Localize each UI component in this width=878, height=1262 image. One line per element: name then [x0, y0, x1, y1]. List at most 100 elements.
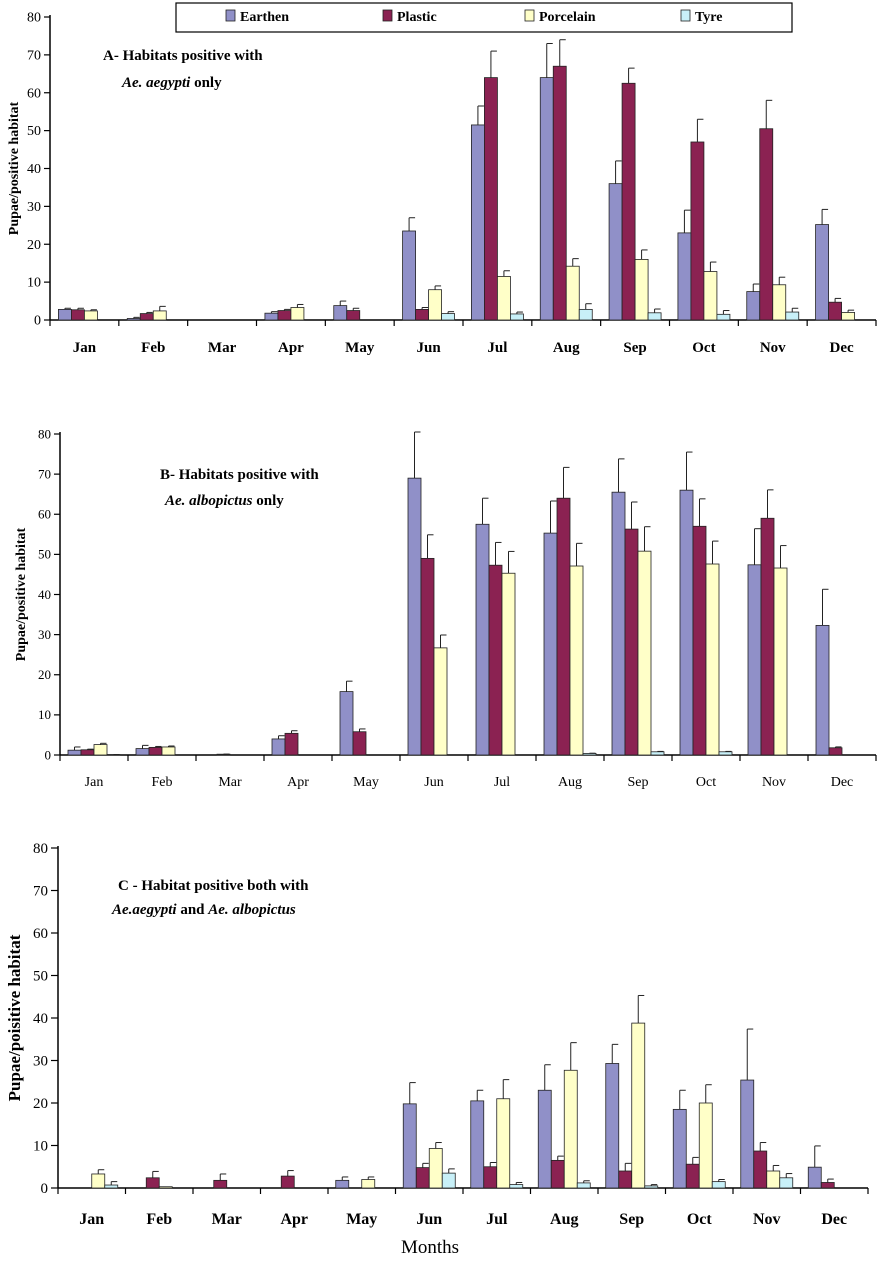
bar-plastic: [692, 525, 707, 756]
bar-plastic: [145, 1177, 160, 1189]
legend-swatch-tyre: [680, 9, 691, 22]
x-tick-label: Mar: [212, 1211, 242, 1228]
bar-plastic: [484, 77, 498, 321]
y-tick-label: 40: [27, 162, 41, 177]
legend-swatch-porcelain: [524, 9, 535, 22]
bar-plastic: [213, 1179, 228, 1189]
bar-earthen: [746, 291, 761, 321]
x-tick-label: Apr: [278, 340, 304, 356]
bar-porcelain: [91, 1173, 106, 1189]
y-tick-label: 70: [27, 48, 41, 63]
bar-earthen: [126, 318, 141, 321]
y-tick-label: 20: [33, 1096, 48, 1112]
x-tick-label: Apr: [287, 775, 309, 790]
bar-earthen: [543, 532, 558, 756]
bar-plastic: [415, 1167, 430, 1189]
x-tick-label: Aug: [558, 775, 582, 790]
y-tick-label: 70: [38, 466, 51, 481]
x-tick-label: Dec: [821, 1211, 847, 1228]
bar-tyre: [779, 1177, 794, 1189]
bar-tyre: [441, 1172, 456, 1189]
species-name-a: Ae.aegypti: [111, 902, 177, 918]
bar-earthen: [537, 1089, 552, 1189]
species-name: Ae. albopictus: [164, 493, 253, 509]
y-tick-label: 30: [38, 627, 51, 642]
y-tick-label: 20: [27, 238, 41, 253]
chart-subtitle: Ae. albopictus only: [164, 493, 284, 509]
bar-earthen: [271, 738, 286, 756]
bar-plastic: [420, 557, 435, 756]
y-tick-label: 50: [38, 547, 51, 562]
y-axis-title: Pupae/positive habitat: [14, 527, 29, 661]
y-tick-label: 60: [33, 926, 48, 942]
bar-plastic: [71, 309, 85, 321]
bar-earthen: [679, 489, 694, 756]
x-tick-label: Nov: [762, 775, 786, 790]
bar-porcelain: [496, 1098, 511, 1189]
bar-porcelain: [773, 567, 788, 756]
bar-porcelain: [563, 1069, 578, 1189]
bar-plastic: [685, 1163, 700, 1189]
x-tick-label: Jun: [416, 340, 441, 356]
y-tick-label: 80: [27, 11, 41, 26]
bar-porcelain: [631, 1022, 646, 1189]
bar-plastic: [352, 731, 367, 756]
chart-panel-c: 0 10 20 30 40 50 60 70 80 Pupae/poisitive habitat…: [5, 841, 869, 1228]
bar-tyre: [509, 1184, 524, 1189]
bar-earthen: [672, 1108, 687, 1189]
bar-earthen: [807, 1166, 822, 1189]
bar-earthen: [407, 477, 422, 756]
legend-label-earthen: Earthen: [240, 10, 289, 25]
bar-porcelain: [841, 312, 855, 321]
bar-earthen: [58, 308, 72, 321]
bar-porcelain: [501, 572, 516, 756]
y-tick-label: 50: [27, 124, 41, 139]
bar-porcelain: [565, 265, 580, 321]
bar-porcelain: [93, 744, 108, 756]
x-tick-label: Nov: [760, 340, 786, 356]
bar-tyre: [711, 1181, 726, 1189]
bar-tyre: [510, 313, 524, 321]
bar-earthen: [605, 1063, 620, 1189]
x-tick-label: Jan: [73, 340, 97, 356]
y-tick-label: 10: [38, 707, 51, 722]
y-tick-label: 20: [38, 667, 51, 682]
chart-panel-a: 0 10 20 30 40 50 60 70 80 Pupae/positive habitat J…: [7, 11, 877, 356]
x-tick-label: Jul: [494, 775, 510, 790]
chart-title: C - Habitat positive both with: [118, 878, 309, 894]
chart-panel-b: 0 10 20 30 40 50 60 70 80 Pupae/positive habitat J…: [14, 426, 877, 790]
bar-earthen: [135, 748, 150, 756]
y-tick-label: 10: [33, 1138, 48, 1154]
bar-earthen: [335, 1179, 350, 1189]
y-tick-label: 60: [27, 86, 41, 101]
bar-porcelain: [698, 1102, 713, 1189]
bar-plastic: [618, 1170, 633, 1189]
y-tick-label: 80: [38, 426, 51, 441]
bar-porcelain: [637, 550, 652, 756]
bar-plastic: [415, 308, 429, 321]
subtitle-suffix: only: [253, 493, 285, 509]
bar-porcelain: [158, 1186, 173, 1189]
y-axis-title: Pupae/poisitive habitat: [5, 934, 24, 1101]
x-tick-label: May: [353, 775, 379, 790]
x-tick-label: Sep: [628, 775, 649, 790]
bar-earthen: [339, 691, 354, 756]
bar-porcelain: [84, 310, 98, 321]
bar-plastic: [828, 747, 843, 756]
x-tick-label: Dec: [830, 340, 854, 356]
bar-earthen: [747, 564, 762, 756]
bar-tyre: [718, 751, 733, 756]
bar-earthen: [740, 1079, 755, 1189]
x-tick-label: Aug: [553, 340, 580, 356]
y-tick-label: 40: [38, 587, 51, 602]
bar-porcelain: [705, 563, 720, 756]
bar-porcelain: [161, 746, 176, 756]
bar-earthen: [475, 523, 490, 756]
bar-plastic: [760, 517, 775, 756]
bar-porcelain: [772, 284, 787, 321]
bar-plastic: [690, 141, 705, 321]
bar-tyre: [644, 1185, 659, 1189]
x-tick-label: Sep: [619, 1211, 644, 1228]
bar-earthen: [611, 491, 626, 756]
x-tick-label: Feb: [152, 775, 173, 790]
